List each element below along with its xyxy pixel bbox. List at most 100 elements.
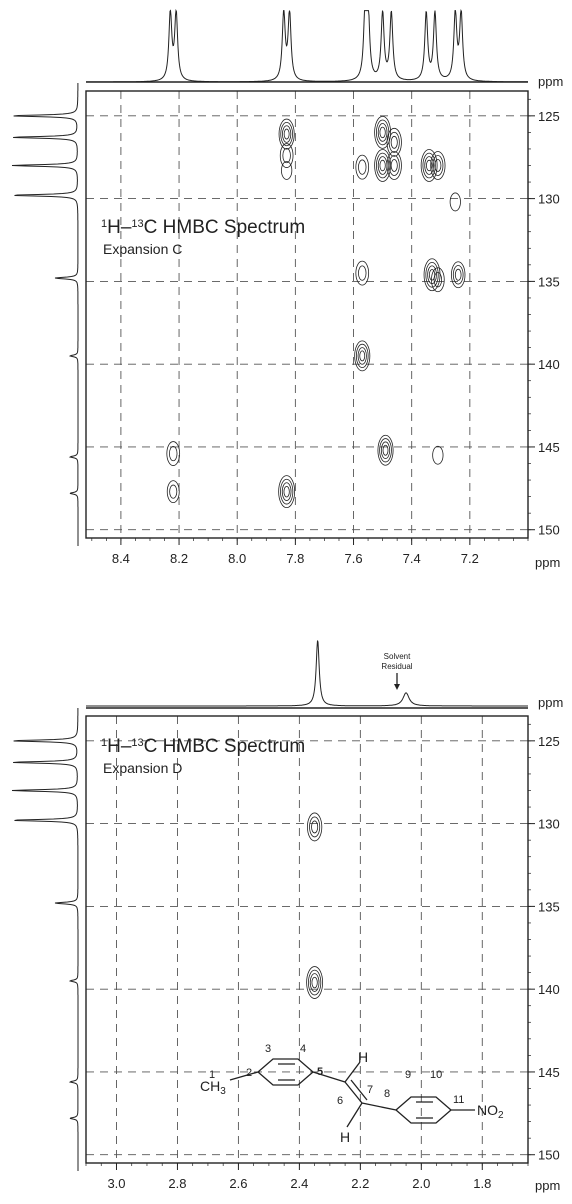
x-tick-label: 7.2 [461,551,479,566]
cross-peak [386,151,402,180]
contour-ring [359,350,366,362]
double-bond-6-7-second [350,1079,368,1101]
cross-peak [281,161,293,180]
bond-5-6 [312,1071,346,1083]
cross-peak [355,260,370,286]
y-tick-label: 130 [538,817,560,832]
contour-ring [309,973,320,992]
x-tick-label: 2.6 [229,1176,247,1191]
cross-peak [306,966,324,999]
x-tick-label: 2.8 [168,1176,186,1191]
y-tick-label: 125 [538,734,560,749]
contour-ring [426,159,433,172]
nitro-label: NO2 [477,1102,504,1121]
grid-lines [86,91,528,538]
cross-peak [449,192,461,212]
atom-label-5: 5 [317,1066,323,1078]
contour-ring [425,261,439,288]
cross-peak [307,812,323,842]
y-tick-label: 150 [538,523,560,538]
contour-ring [390,159,398,172]
y-tick-label: 140 [538,357,560,372]
x-tick-label: 2.0 [412,1176,430,1191]
contour-ring [354,340,371,372]
x-tick-label: 1.8 [473,1176,491,1191]
contour-ring [454,268,462,281]
y-tick-label: 130 [538,192,560,207]
contour-ring [379,159,386,172]
contour-ring [358,265,367,281]
cross-peak [374,115,392,149]
f2-projection [86,8,528,83]
hmbc-panel-d: 3.0 2.8 2.6 2.4 2.2 2.0 1.8 125130135140145150… [11,640,563,1193]
y-tick-label: 145 [538,1065,560,1080]
y-tick-label: 135 [538,274,560,289]
contour-ring [169,484,178,499]
x-tick-label: 2.2 [351,1176,369,1191]
cross-peak [451,261,466,289]
y-tick-label: 125 [538,109,560,124]
contour-ring [451,261,466,289]
x-axis-ticks: 3.0 2.8 2.6 2.4 2.2 2.0 1.8 [85,1163,529,1191]
contour-ring [308,969,322,996]
atom-label-4: 4 [300,1043,306,1055]
contour-ring [379,126,386,139]
contour-ring [278,475,296,509]
cross-peak [166,480,180,504]
f1-projection [11,83,79,546]
cross-peak [278,118,295,150]
cross-peak [278,475,296,509]
contour-ring [452,265,464,285]
contour-ring [281,482,292,501]
contour-ring [449,192,461,212]
atom-label-3: 3 [265,1043,271,1055]
cross-peak [386,127,402,157]
contour-ring [434,159,442,172]
contour-ring [282,147,291,164]
hmbc-panel-c: 8.4 8.2 8.0 7.8 7.6 7.4 7.2 125 130 135 140 145 150… [11,8,563,570]
methyl-bond [229,1071,259,1081]
contour-ring [382,444,389,456]
contour-ring [390,135,398,149]
atom-label-10: 10 [430,1069,442,1081]
contour-ring [358,159,367,175]
nitrophenyl-ring [395,1096,452,1124]
cross-peaks [306,812,324,999]
x-axis-label: ppm [535,1178,560,1193]
contour-ring [279,143,294,168]
hydrogen-label-bottom: H [340,1129,350,1145]
atom-label-9: 9 [405,1069,411,1081]
atom-label-2: 2 [246,1067,252,1079]
contour-ring [283,485,290,498]
contour-ring [377,434,394,466]
x-tick-label: 8.2 [170,551,188,566]
f1-trace [11,708,79,1171]
cross-peak [354,340,371,372]
contour-ring [169,445,178,462]
contour-ring [166,480,180,504]
cross-peak [355,154,370,180]
x-tick-label: 3.0 [107,1176,125,1191]
y-tick-label: 140 [538,982,560,997]
panel-title: 1H–13C HMBC Spectrum [101,217,305,238]
f2-trace [86,8,528,83]
cross-peak [279,143,294,168]
y-tick-label: 135 [538,899,560,914]
contour-ring [430,151,446,180]
contour-ring [306,966,324,999]
cross-peak [431,267,445,293]
molecule-structure: 1 2 3 4 5 6 7 8 9 10 11 CH3 H H NO2 [200,1043,504,1145]
methyl-label: CH3 [200,1078,226,1097]
atom-label-1: 1 [209,1069,215,1081]
contour-ring [422,152,436,179]
f2-unit-label: ppm [538,74,563,89]
contour-ring [357,347,367,365]
contour-ring [166,441,181,466]
panel-subtitle: Expansion C [103,241,182,257]
f2-trace [86,640,528,707]
contour-ring [380,441,391,459]
f1-projection [11,708,79,1171]
atom-label-7: 7 [367,1084,373,1096]
solvent-residual-label: Solvent Residual [381,652,412,671]
